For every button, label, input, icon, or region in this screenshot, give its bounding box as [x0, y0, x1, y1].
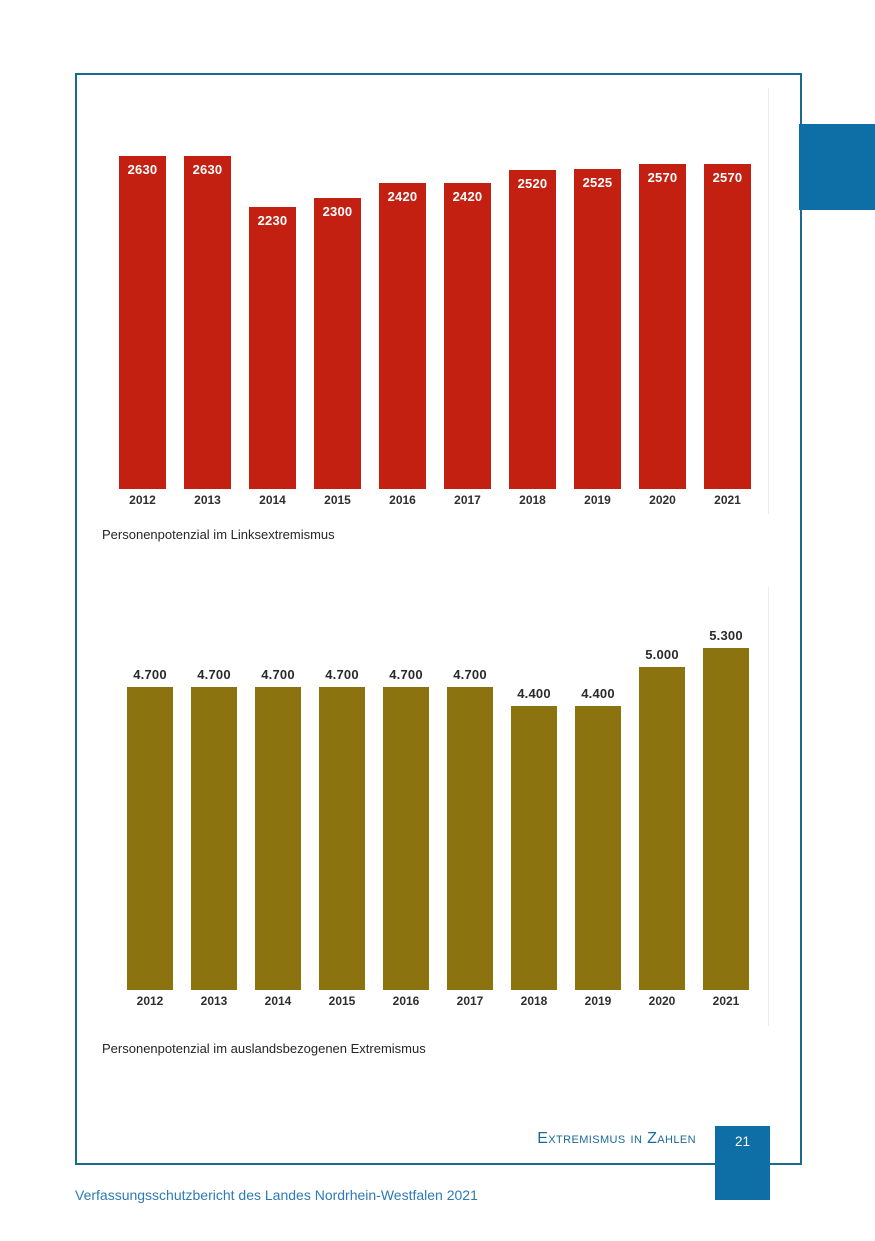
x-axis-tick-2013: 2013 — [194, 493, 221, 507]
x-axis-tick-2020: 2020 — [649, 493, 676, 507]
bar-2017: 2420 — [444, 183, 491, 489]
bar-value-label: 2420 — [452, 189, 483, 204]
page-number: 21 — [734, 1134, 751, 1149]
bar-2012: 4.700 — [127, 667, 173, 990]
chart-linksextremismus-x-axis: 2012 2013 2014 2015 2016 2017 2018 2019 2020 2021 — [90, 493, 768, 507]
bar-value-label: 4.700 — [453, 667, 487, 682]
bar-2019: 2525 — [574, 169, 621, 489]
x-axis-tick-2012: 2012 — [129, 493, 156, 507]
chart-auslandsbezogener-extremismus-plot: 4.700 4.700 4.700 4.700 4.700 4.700 4.400 4.400… — [90, 587, 768, 990]
bar-2018: 4.400 — [511, 686, 557, 990]
bar-value-label: 2520 — [517, 176, 548, 191]
x-axis-tick-2012: 2012 — [136, 994, 164, 1008]
bar-2013: 2630 — [184, 156, 231, 489]
bar-2016: 2420 — [379, 183, 426, 489]
chart-caption-linksextremismus: Personenpotenzial im Linksextremismus — [102, 527, 335, 542]
bar-2014: 4.700 — [255, 667, 301, 990]
x-axis-tick-2014: 2014 — [259, 493, 286, 507]
x-axis-tick-2018: 2018 — [520, 994, 548, 1008]
bar-value-label: 2570 — [712, 170, 743, 185]
bar-value-label: 4.700 — [261, 667, 295, 682]
bar-value-label: 4.700 — [197, 667, 231, 682]
bar-2012: 2630 — [119, 156, 166, 489]
bar-value-label: 4.400 — [581, 686, 615, 701]
bar-value-label: 4.700 — [389, 667, 423, 682]
report-title-footer: Verfassungsschutzbericht des Landes Nord… — [75, 1187, 478, 1203]
bar-2021: 5.300 — [703, 628, 749, 990]
bar-2018: 2520 — [509, 170, 556, 489]
bar-value-label: 2230 — [257, 213, 288, 228]
chart-auslandsbezogener-extremismus: 4.700 4.700 4.700 4.700 4.700 4.700 4.400 4.400… — [90, 587, 769, 1026]
bar-value-label: 2630 — [192, 162, 223, 177]
x-axis-tick-2021: 2021 — [712, 994, 740, 1008]
footer-section-label: Extremismus in Zahlen — [537, 1130, 696, 1147]
chart-linksextremismus: 2630 2630 2230 2300 2420 2420 2520 2525 2570 2570… — [90, 88, 769, 514]
bar-value-label: 4.400 — [517, 686, 551, 701]
bar-value-label: 5.300 — [709, 628, 743, 643]
bar-value-label: 2630 — [127, 162, 158, 177]
bar-2020: 2570 — [639, 164, 686, 489]
bar-2020: 5.000 — [639, 647, 685, 990]
x-axis-tick-2014: 2014 — [264, 994, 292, 1008]
x-axis-tick-2020: 2020 — [648, 994, 676, 1008]
chart-linksextremismus-plot: 2630 2630 2230 2300 2420 2420 2520 2525 2570 2570 — [90, 88, 768, 489]
page-border-frame — [75, 73, 802, 1165]
bar-value-label: 2420 — [387, 189, 418, 204]
bar-2013: 4.700 — [191, 667, 237, 990]
chart-caption-auslandsbezogener-extremismus: Personenpotenzial im auslandsbezogenen E… — [102, 1041, 426, 1056]
bar-2019: 4.400 — [575, 686, 621, 990]
x-axis-tick-2016: 2016 — [389, 493, 416, 507]
chart-auslandsbezogener-extremismus-x-axis: 2012 2013 2014 2015 2016 2017 2018 2019 2020 2021 — [90, 994, 768, 1008]
x-axis-tick-2021: 2021 — [714, 493, 741, 507]
x-axis-tick-2015: 2015 — [324, 493, 351, 507]
bar-2015: 4.700 — [319, 667, 365, 990]
bar-2021: 2570 — [704, 164, 751, 489]
bar-2017: 4.700 — [447, 667, 493, 990]
x-axis-tick-2015: 2015 — [328, 994, 356, 1008]
bar-value-label: 2525 — [582, 175, 613, 190]
bar-2014: 2230 — [249, 207, 296, 489]
bar-value-label: 2570 — [647, 170, 678, 185]
x-axis-tick-2017: 2017 — [454, 493, 481, 507]
bar-value-label: 4.700 — [325, 667, 359, 682]
x-axis-tick-2018: 2018 — [519, 493, 546, 507]
x-axis-tick-2016: 2016 — [392, 994, 420, 1008]
x-axis-tick-2013: 2013 — [200, 994, 228, 1008]
page-number-box: 21 — [715, 1126, 770, 1200]
bar-value-label: 4.700 — [133, 667, 167, 682]
section-tab-marker — [799, 124, 875, 210]
x-axis-tick-2017: 2017 — [456, 994, 484, 1008]
bar-value-label: 2300 — [322, 204, 353, 219]
bar-2015: 2300 — [314, 198, 361, 489]
bar-2016: 4.700 — [383, 667, 429, 990]
x-axis-tick-2019: 2019 — [584, 493, 611, 507]
x-axis-tick-2019: 2019 — [584, 994, 612, 1008]
bar-value-label: 5.000 — [645, 647, 679, 662]
